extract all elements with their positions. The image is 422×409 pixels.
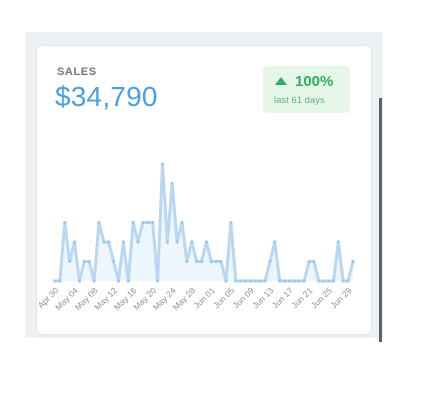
data-point [102,240,106,244]
data-point [68,259,72,264]
data-point [331,279,336,283]
sales-total: $34,790 [55,81,158,112]
data-point [92,279,96,283]
data-point [112,259,116,264]
card-title: SALES [57,66,97,78]
data-point [146,220,150,225]
data-point [131,220,135,225]
data-point [180,220,184,225]
data-point [209,259,213,264]
data-point [224,279,228,283]
data-point [170,181,174,186]
growth-percent: 100% [295,73,334,90]
data-point [58,279,62,283]
data-point [322,279,326,283]
data-point [292,279,296,283]
data-point [278,279,282,283]
data-point [302,279,306,283]
data-point [273,240,277,244]
data-point [200,259,204,264]
x-tick-label: Jun 29 [328,285,353,310]
data-point [190,240,194,244]
data-point [116,279,121,283]
data-point [268,259,272,264]
data-point [195,259,199,264]
data-point [307,259,311,264]
data-point [121,240,125,244]
data-point [239,279,243,283]
data-point [97,220,101,225]
data-point [312,259,316,264]
data-point [283,279,287,283]
data-point [53,279,57,283]
data-point [185,259,189,264]
data-point [297,279,301,283]
data-point [107,240,111,244]
data-point [243,279,248,283]
data-point [258,279,262,283]
data-point [234,279,238,283]
data-point [141,220,145,225]
data-point [82,259,86,264]
data-point [72,240,77,244]
growth-badge: 100% last 61 days [263,66,350,113]
data-point [87,259,91,264]
x-tick-label: May 28 [170,285,197,312]
growth-period: last 61 days [274,95,325,106]
data-point [351,259,355,264]
data-point [126,279,130,283]
data-point [336,240,340,244]
sales-card: SALES $34,790 100% last 61 days Apr 30 Ma… [37,46,371,334]
data-point [160,162,165,166]
data-point [214,259,218,264]
data-point [327,279,331,283]
triangle-up-icon [275,77,287,85]
data-point [346,279,350,283]
scrollbar[interactable] [379,98,382,342]
data-point [63,220,67,225]
data-point [287,279,292,283]
data-point [317,279,321,283]
data-point [341,279,345,283]
data-point [204,240,208,244]
data-point [151,220,155,225]
data-point [248,279,252,283]
data-point [229,220,233,225]
data-point [175,240,179,244]
data-point [156,279,160,283]
data-point [263,279,267,283]
data-point [136,240,140,244]
data-point [219,259,223,264]
data-point [253,279,257,283]
data-point [165,240,169,244]
data-point [77,279,81,283]
